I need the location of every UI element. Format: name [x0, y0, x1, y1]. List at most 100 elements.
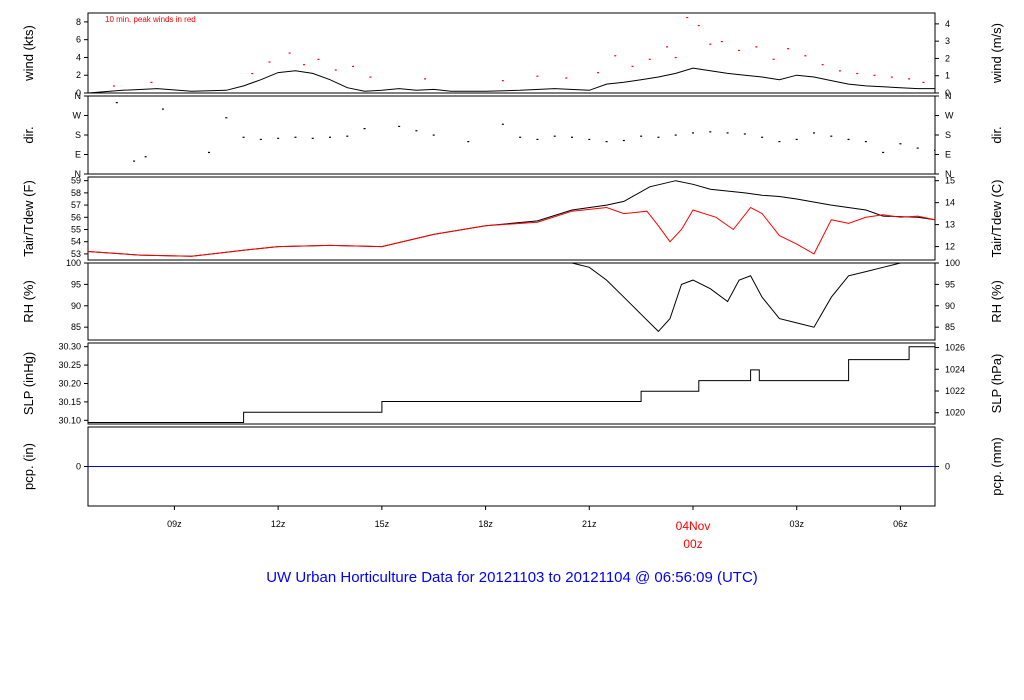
data-point	[303, 64, 306, 66]
data-point	[294, 136, 297, 138]
data-point	[259, 138, 262, 141]
data-point	[821, 64, 824, 66]
y-tick-label: 55	[71, 224, 81, 234]
y2-axis-title: RH (%)	[989, 280, 1004, 323]
y-tick-label: 6	[76, 35, 81, 45]
data-point	[614, 55, 617, 57]
data-point	[277, 137, 280, 139]
y2-tick-label: 15	[945, 176, 955, 186]
data-point	[795, 138, 798, 141]
series-layer	[115, 102, 935, 162]
data-point	[115, 102, 118, 104]
y2-tick-label: 1020	[945, 408, 965, 418]
data-point	[208, 151, 210, 154]
y-tick-label: 0	[76, 88, 81, 98]
data-point	[161, 108, 164, 110]
data-point	[467, 141, 470, 143]
panel-annotation: 10 min. peak winds in red	[105, 15, 196, 24]
y2-tick-label: W	[945, 111, 954, 121]
data-point	[761, 136, 764, 138]
y2-axis-title: wind (m/s)	[989, 23, 1004, 84]
data-point	[804, 55, 807, 57]
series-line	[88, 346, 935, 423]
data-point	[726, 132, 729, 134]
y-tick-label: 90	[71, 301, 81, 311]
data-point	[908, 78, 911, 80]
data-point	[934, 149, 935, 151]
data-point	[346, 135, 349, 137]
y-tick-label: 30.20	[58, 379, 81, 389]
data-point	[640, 135, 643, 137]
data-point	[674, 134, 677, 136]
series-line	[88, 67, 935, 93]
data-point	[519, 136, 522, 138]
data-point	[369, 76, 372, 78]
data-point	[657, 136, 660, 138]
y2-tick-label: 1	[945, 71, 950, 81]
series-line	[88, 180, 935, 257]
x-tick-label: 03z	[789, 519, 804, 529]
x-tick-label: 06z	[893, 519, 908, 529]
panel-frame	[87, 95, 936, 175]
y2-axis-title: pcp. (mm)	[989, 437, 1004, 496]
data-point	[743, 133, 746, 135]
x-tick-label: 15z	[375, 519, 390, 529]
data-point	[317, 58, 320, 60]
y-tick-label: 58	[71, 188, 81, 198]
data-point	[352, 65, 355, 68]
data-point	[553, 135, 556, 137]
x-tick-label: 09z	[167, 519, 182, 529]
data-point	[697, 24, 700, 27]
x-tick-label: 21z	[582, 519, 597, 529]
data-point	[709, 43, 712, 45]
y2-tick-label: 3	[945, 36, 950, 46]
data-point	[144, 156, 147, 158]
data-point	[112, 85, 115, 87]
data-point	[916, 147, 919, 149]
data-point	[738, 49, 741, 52]
data-point	[150, 81, 153, 84]
y-axis-title: SLP (inHg)	[21, 352, 36, 415]
y2-tick-label: 13	[945, 220, 955, 230]
series-layer	[88, 346, 935, 423]
y-axis-title: Tair/Tdew (F)	[21, 180, 36, 257]
data-point	[864, 141, 867, 143]
y-tick-label: W	[73, 111, 82, 121]
panel-frame	[87, 342, 936, 425]
panel-pcp: 0 0 pcp. (in) pcp. (mm)	[21, 426, 1004, 507]
data-point	[709, 131, 712, 133]
chart-title: UW Urban Horticulture Data for 20121103 …	[266, 569, 758, 586]
data-point	[720, 40, 723, 43]
data-point	[398, 125, 401, 128]
y-tick-label: 8	[76, 17, 81, 27]
y-tick-label: N	[75, 169, 82, 179]
data-point	[133, 160, 136, 162]
data-point	[571, 136, 573, 138]
data-point	[536, 75, 539, 77]
data-point	[686, 16, 689, 19]
y2-tick-label: S	[945, 130, 951, 140]
data-point	[268, 61, 271, 63]
y-tick-label: 100	[66, 258, 81, 268]
y-tick-label: 85	[71, 322, 81, 332]
series-layer	[88, 16, 935, 93]
y-tick-label: 30.30	[58, 342, 81, 352]
data-point	[415, 130, 418, 132]
data-point	[882, 151, 885, 154]
time-axis: 09z 12z 15z 18z 21z 03z 06z 04Nov 00z	[167, 506, 908, 551]
x-tick-label: 18z	[478, 519, 493, 529]
series-line	[88, 263, 935, 333]
data-point	[922, 81, 925, 84]
data-point	[329, 136, 331, 138]
data-point	[622, 139, 625, 142]
data-point	[251, 72, 254, 75]
y2-tick-label: 1024	[945, 364, 965, 374]
data-point	[666, 46, 669, 48]
y-axis-title: pcp. (in)	[21, 443, 36, 490]
y2-tick-label: 0	[945, 88, 950, 98]
y2-tick-label: 2	[945, 53, 950, 63]
data-point	[813, 132, 815, 134]
panel-frame	[87, 12, 936, 94]
y2-tick-label: 14	[945, 198, 955, 208]
y2-axis-title: dir.	[989, 126, 1004, 143]
